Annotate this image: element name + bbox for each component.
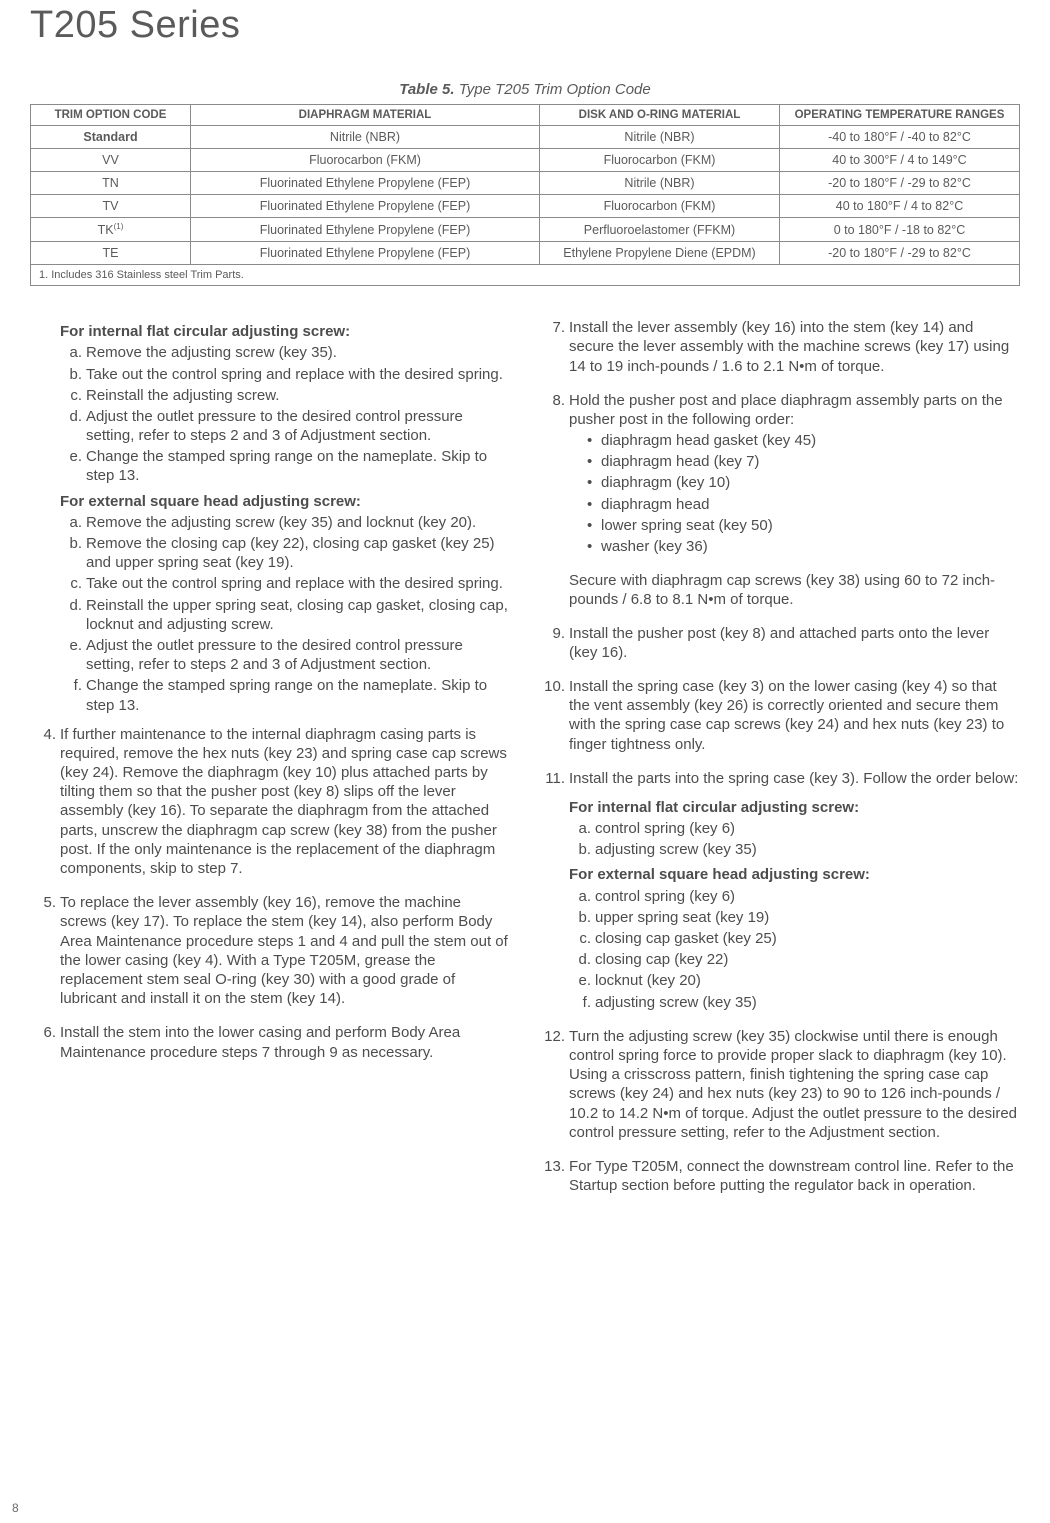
list-item: diaphragm head (key 7)	[587, 452, 1020, 471]
list-item: Change the stamped spring range on the n…	[60, 447, 511, 485]
right-main-steps: Install the lever assembly (key 16) into…	[539, 318, 1020, 556]
th-diaphragm: DIAPHRAGM MATERIAL	[191, 105, 540, 126]
list-item: Remove the adjusting screw (key 35) and …	[60, 513, 511, 532]
step-5: To replace the lever assembly (key 16), …	[30, 893, 511, 1008]
step-8: Hold the pusher post and place diaphragm…	[539, 391, 1020, 557]
step-11: Install the parts into the spring case (…	[539, 769, 1020, 1012]
left-main-steps: If further maintenance to the internal d…	[30, 725, 511, 1062]
th-temp: OPERATING TEMPERATURE RANGES	[780, 105, 1020, 126]
cell: TE	[31, 242, 191, 265]
list-item: upper spring seat (key 19)	[569, 908, 1020, 927]
cell: Nitrile (NBR)	[540, 126, 780, 149]
external-screw-heading: For external square head adjusting screw…	[60, 492, 511, 511]
list-item: Reinstall the adjusting screw.	[60, 386, 511, 405]
cell: Nitrile (NBR)	[540, 172, 780, 195]
list-item: adjusting screw (key 35)	[569, 993, 1020, 1012]
list-item: adjusting screw (key 35)	[569, 840, 1020, 859]
step-11-external-heading: For external square head adjusting screw…	[569, 865, 1020, 884]
cell: 40 to 180°F / 4 to 82°C	[780, 195, 1020, 218]
table-row: TN Fluorinated Ethylene Propylene (FEP) …	[31, 172, 1020, 195]
cell: -20 to 180°F / -29 to 82°C	[780, 172, 1020, 195]
list-item: lower spring seat (key 50)	[587, 516, 1020, 535]
step-11-text: Install the parts into the spring case (…	[569, 770, 1018, 787]
cell: Fluorocarbon (FKM)	[191, 149, 540, 172]
step-11-external-list: control spring (key 6) upper spring seat…	[569, 887, 1020, 1012]
list-item: Reinstall the upper spring seat, closing…	[60, 596, 511, 634]
step-11-internal-list: control spring (key 6) adjusting screw (…	[569, 819, 1020, 859]
th-disk: DISK AND O-RING MATERIAL	[540, 105, 780, 126]
list-item: control spring (key 6)	[569, 819, 1020, 838]
cell: Fluorinated Ethylene Propylene (FEP)	[191, 172, 540, 195]
cell: TV	[31, 195, 191, 218]
step-12: Turn the adjusting screw (key 35) clockw…	[539, 1027, 1020, 1142]
right-column: Install the lever assembly (key 16) into…	[539, 318, 1020, 1210]
step-10: Install the spring case (key 3) on the l…	[539, 677, 1020, 754]
step-11-internal-heading: For internal flat circular adjusting scr…	[569, 798, 1020, 817]
step-7: Install the lever assembly (key 16) into…	[539, 318, 1020, 376]
footnote-cell: 1. Includes 316 Stainless steel Trim Par…	[31, 265, 1020, 286]
list-item: Remove the closing cap (key 22), closing…	[60, 534, 511, 572]
cell: Fluorocarbon (FKM)	[540, 195, 780, 218]
list-item: closing cap (key 22)	[569, 950, 1020, 969]
cell: 0 to 180°F / -18 to 82°C	[780, 218, 1020, 242]
cell: VV	[31, 149, 191, 172]
left-column: For internal flat circular adjusting scr…	[30, 318, 511, 1210]
series-title: T205 Series	[30, 4, 1020, 47]
step-4: If further maintenance to the internal d…	[30, 725, 511, 879]
cell: Fluorinated Ethylene Propylene (FEP)	[191, 195, 540, 218]
cell: Fluorocarbon (FKM)	[540, 149, 780, 172]
list-item: Take out the control spring and replace …	[60, 365, 511, 384]
cell: Perfluoroelastomer (FFKM)	[540, 218, 780, 242]
cell: -40 to 180°F / -40 to 82°C	[780, 126, 1020, 149]
step-9: Install the pusher post (key 8) and atta…	[539, 624, 1020, 662]
table-row: TV Fluorinated Ethylene Propylene (FEP) …	[31, 195, 1020, 218]
list-item: Remove the adjusting screw (key 35).	[60, 343, 511, 362]
list-item: control spring (key 6)	[569, 887, 1020, 906]
list-item: diaphragm head	[587, 495, 1020, 514]
step-13: For Type T205M, connect the downstream c…	[539, 1157, 1020, 1195]
list-item: locknut (key 20)	[569, 971, 1020, 990]
step-6: Install the stem into the lower casing a…	[30, 1023, 511, 1061]
list-item: Adjust the outlet pressure to the desire…	[60, 636, 511, 674]
external-screw-list: Remove the adjusting screw (key 35) and …	[60, 513, 511, 715]
table-row: Standard Nitrile (NBR) Nitrile (NBR) -40…	[31, 126, 1020, 149]
list-item: Take out the control spring and replace …	[60, 574, 511, 593]
cell: Ethylene Propylene Diene (EPDM)	[540, 242, 780, 265]
list-item: diaphragm (key 10)	[587, 473, 1020, 492]
table-caption: Table 5. Type T205 Trim Option Code	[30, 81, 1020, 98]
th-code: TRIM OPTION CODE	[31, 105, 191, 126]
right-main-steps-b: Install the pusher post (key 8) and atta…	[539, 624, 1020, 1196]
list-item: washer (key 36)	[587, 537, 1020, 556]
step-8-bullets: diaphragm head gasket (key 45) diaphragm…	[587, 431, 1020, 556]
cell: TN	[31, 172, 191, 195]
list-item: Adjust the outlet pressure to the desire…	[60, 407, 511, 445]
cell: Nitrile (NBR)	[191, 126, 540, 149]
table-footnote: 1. Includes 316 Stainless steel Trim Par…	[31, 265, 1020, 286]
cell: Fluorinated Ethylene Propylene (FEP)	[191, 242, 540, 265]
trim-option-table: TRIM OPTION CODE DIAPHRAGM MATERIAL DISK…	[30, 104, 1020, 286]
cell: -20 to 180°F / -29 to 82°C	[780, 242, 1020, 265]
table-row: TE Fluorinated Ethylene Propylene (FEP) …	[31, 242, 1020, 265]
step-8-text: Hold the pusher post and place diaphragm…	[569, 392, 1003, 428]
table-number: Table 5.	[399, 81, 454, 98]
cell: Standard	[31, 126, 191, 149]
list-item: Change the stamped spring range on the n…	[60, 676, 511, 714]
cell: 40 to 300°F / 4 to 149°C	[780, 149, 1020, 172]
cell: Fluorinated Ethylene Propylene (FEP)	[191, 218, 540, 242]
internal-screw-heading: For internal flat circular adjusting scr…	[60, 322, 511, 341]
table-title: Type T205 Trim Option Code	[459, 81, 651, 98]
internal-screw-list: Remove the adjusting screw (key 35). Tak…	[60, 343, 511, 485]
secure-note: Secure with diaphragm cap screws (key 38…	[569, 571, 1020, 609]
cell: TK(1)	[31, 218, 191, 242]
page-number: 8	[12, 1501, 19, 1515]
list-item: closing cap gasket (key 25)	[569, 929, 1020, 948]
table-row: TK(1) Fluorinated Ethylene Propylene (FE…	[31, 218, 1020, 242]
list-item: diaphragm head gasket (key 45)	[587, 431, 1020, 450]
table-row: VV Fluorocarbon (FKM) Fluorocarbon (FKM)…	[31, 149, 1020, 172]
